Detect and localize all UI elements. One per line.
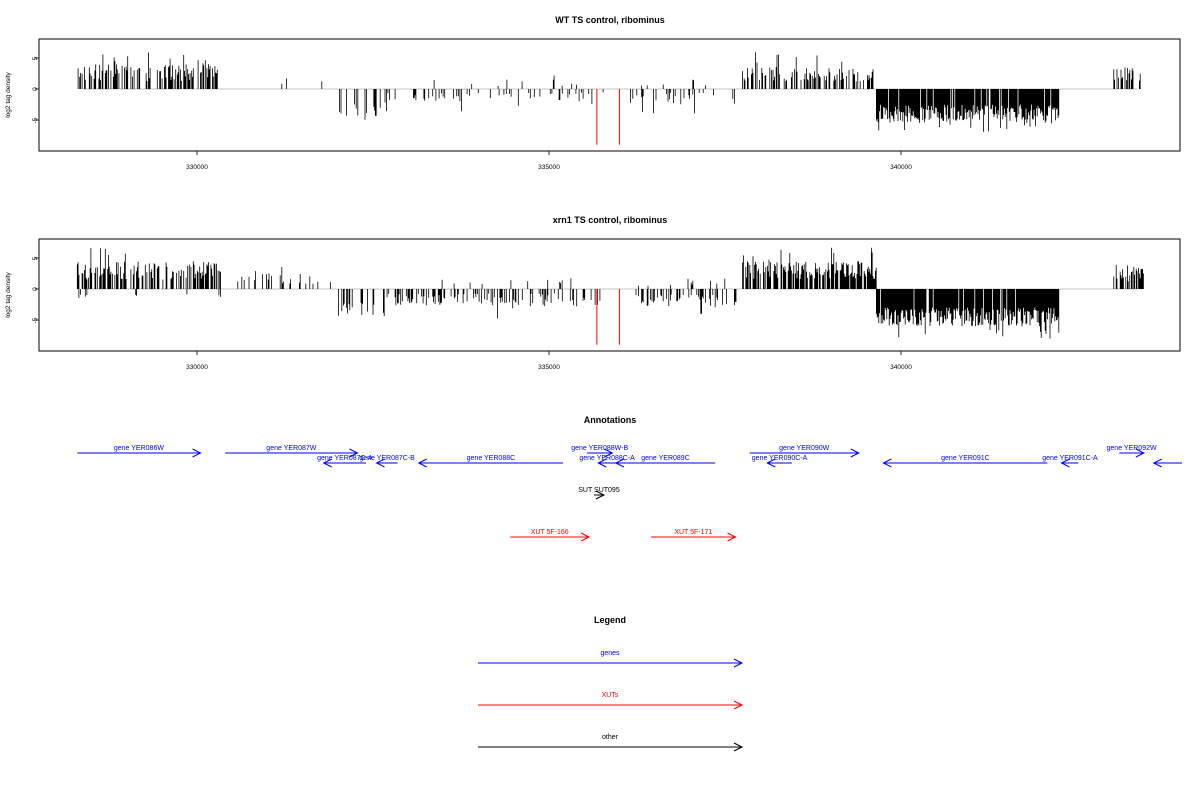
annotation-label: gene YER090W [779, 445, 829, 452]
arrowhead-icon [1060, 458, 1070, 468]
legend-item-xuts: XUTs [478, 692, 744, 710]
panel-xrn1-xtick: 340000 [890, 364, 912, 371]
panel-xrn1-x-axis: 330000 335000 340000 [186, 364, 912, 371]
annotation-gene: gene YER088C [417, 455, 564, 468]
arrowhead-icon [604, 448, 614, 458]
arrowhead-icon [595, 490, 606, 500]
legend-label: XUTs [602, 692, 619, 699]
annotation-xut: XUT 5F-166 [510, 529, 591, 542]
panel-wt-y-axis: log2 tag density 5 0 -5 [5, 56, 39, 123]
arrowhead-icon [417, 458, 427, 468]
tag-density-bars [76, 247, 1144, 339]
annotation-gene: gene YER090W [749, 445, 860, 458]
legend: Legend genes XUTs other [478, 615, 744, 752]
annotation-label: gene YER088W-B [571, 445, 628, 452]
annotations-track: Annotations gene YER086W gene YER087Wgene… [77, 415, 1182, 542]
legend-item-other: other [478, 734, 744, 752]
panel-wt: WT TS control, ribominus log2 tag densit… [5, 15, 1181, 171]
panel-wt-xtick: 340000 [890, 164, 912, 171]
annotation-gene: gene YER087C-B [359, 455, 415, 468]
annotation-label: XUT 5F-166 [531, 529, 569, 536]
panel-xrn1-frame [38, 238, 1181, 352]
arrowhead-icon [322, 458, 332, 468]
annotation-label: gene YER087C-B [359, 455, 415, 462]
annotation-label: gene YER088C [467, 455, 516, 462]
annotation-label: gene YER092W [1107, 445, 1157, 452]
panel-wt-title: WT TS control, ribominus [555, 15, 665, 25]
legend-label: other [602, 734, 619, 741]
panel-wt-xtick: 330000 [186, 164, 208, 171]
annotation-gene: gene YER088C-A [579, 455, 635, 468]
arrowhead-icon [733, 700, 744, 710]
annotation-gene: gene YER089C [614, 455, 716, 468]
annotation-gene: gene YER087W [225, 445, 359, 458]
annotation-gene: gene YER087C-A [317, 455, 373, 468]
legend-label: genes [600, 650, 620, 657]
annotation-other: SUT SUT095 [578, 487, 620, 500]
arrowhead-icon [192, 448, 202, 458]
arrowhead-icon [580, 532, 591, 542]
arrowhead-icon [349, 448, 359, 458]
arrowhead-icon [727, 532, 737, 542]
arrowhead-icon [1135, 448, 1145, 458]
annotation-gene [1152, 458, 1182, 468]
legend-title: Legend [594, 615, 626, 625]
annotation-label: XUT 5F-171 [674, 529, 712, 536]
panel-xrn1-y-axis: log2 tag density 5 0 -5 [5, 256, 39, 323]
panel-wt-x-axis: 330000 335000 340000 [186, 164, 912, 171]
annotation-label: gene YER087W [266, 445, 316, 452]
annotation-gene: gene YER090C-A [752, 455, 808, 468]
panel-xrn1: xrn1 TS control, ribominus log2 tag dens… [5, 215, 1181, 371]
annotation-xut: XUT 5F-171 [651, 529, 737, 542]
annotation-label: SUT SUT095 [578, 487, 620, 494]
annotation-gene: gene YER091C [882, 455, 1048, 468]
panel-xrn1-title: xrn1 TS control, ribominus [553, 215, 668, 225]
arrowhead-icon [1152, 458, 1162, 468]
panel-xrn1-ytick: 5 [32, 256, 39, 260]
annotation-label: gene YER089C [641, 455, 690, 462]
annotation-gene: gene YER088W-B [571, 445, 628, 458]
panel-wt-frame [38, 38, 1181, 152]
panel-wt-ylabel: log2 tag density [5, 71, 12, 117]
tag-density-bars [77, 52, 1141, 132]
annotations-title: Annotations [584, 415, 637, 425]
arrowhead-icon [766, 458, 776, 468]
panel-wt-bars [77, 52, 1141, 132]
annotation-gene: gene YER091C-A [1042, 455, 1098, 468]
annotation-label: gene YER091C [941, 455, 990, 462]
annotation-gene: gene YER086W [77, 445, 202, 458]
annotation-gene: gene YER092W [1107, 445, 1157, 458]
legend-item-genes: genes [478, 650, 744, 668]
arrowhead-icon [375, 458, 385, 468]
panel-wt-xtick: 335000 [538, 164, 560, 171]
arrowhead-icon [733, 658, 744, 668]
annotation-label: gene YER088C-A [579, 455, 635, 462]
arrowhead-icon [850, 448, 860, 458]
panel-xrn1-xtick: 335000 [538, 364, 560, 371]
arrowhead-icon [733, 742, 744, 752]
annotation-label: gene YER090C-A [752, 455, 808, 462]
arrowhead-icon [882, 458, 892, 468]
panel-xrn1-xtick: 330000 [186, 364, 208, 371]
panel-wt-red-markers [596, 89, 620, 145]
annotation-label: gene YER086W [114, 445, 164, 452]
annotation-label: gene YER091C-A [1042, 455, 1098, 462]
annotation-label: gene YER087C-A [317, 455, 373, 462]
arrowhead-icon [614, 458, 625, 468]
arrowhead-icon [597, 458, 607, 468]
panel-xrn1-ylabel: log2 tag density [5, 271, 12, 317]
panel-xrn1-bars [76, 247, 1144, 339]
panel-xrn1-red-markers [596, 289, 620, 345]
panel-wt-ytick: 5 [32, 56, 39, 60]
